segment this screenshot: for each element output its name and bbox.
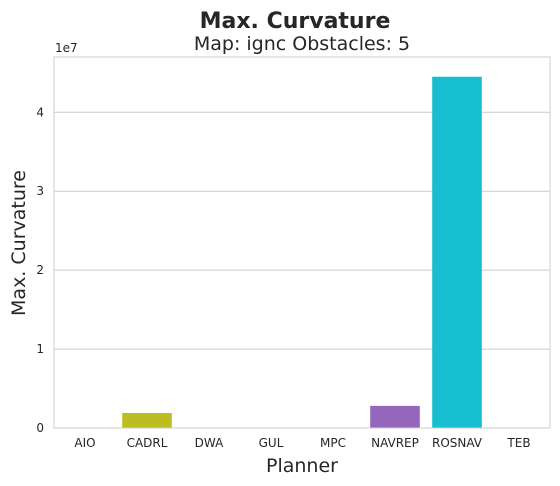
x-tick-label: TEB — [506, 436, 530, 450]
x-tick-label: ROSNAV — [432, 436, 483, 450]
y-axis-offset-label: 1e7 — [55, 41, 78, 55]
x-tick-label: DWA — [195, 436, 224, 450]
plot-area-frame — [53, 56, 551, 429]
x-tick-labels: AIO CADRL DWA GUL MPC NAVREP ROSNAV TEB — [74, 436, 530, 450]
y-tick-labels: 0 1 2 3 4 — [36, 105, 44, 435]
y-axis-label: Max. Curvature — [8, 170, 30, 316]
y-tick-label: 2 — [36, 263, 44, 277]
y-tick-label: 0 — [36, 421, 44, 435]
bar-navrep — [370, 405, 420, 428]
x-tick-label: GUL — [259, 436, 284, 450]
x-tick-label: NAVREP — [371, 436, 419, 450]
bar-cadrl — [122, 413, 172, 428]
bars — [122, 76, 482, 428]
x-tick-label: CADRL — [127, 436, 168, 450]
chart-title: Map: ignc Obstacles: 5 — [194, 33, 410, 55]
figure-suptitle: Max. Curvature — [200, 9, 391, 34]
bar-rosnav — [432, 76, 482, 428]
x-axis-label: Planner — [266, 455, 338, 477]
y-tick-label: 3 — [36, 184, 44, 198]
x-tick-label: MPC — [320, 436, 346, 450]
x-tick-label: AIO — [74, 436, 95, 450]
y-tick-label: 4 — [36, 105, 44, 119]
y-tick-label: 1 — [36, 342, 44, 356]
